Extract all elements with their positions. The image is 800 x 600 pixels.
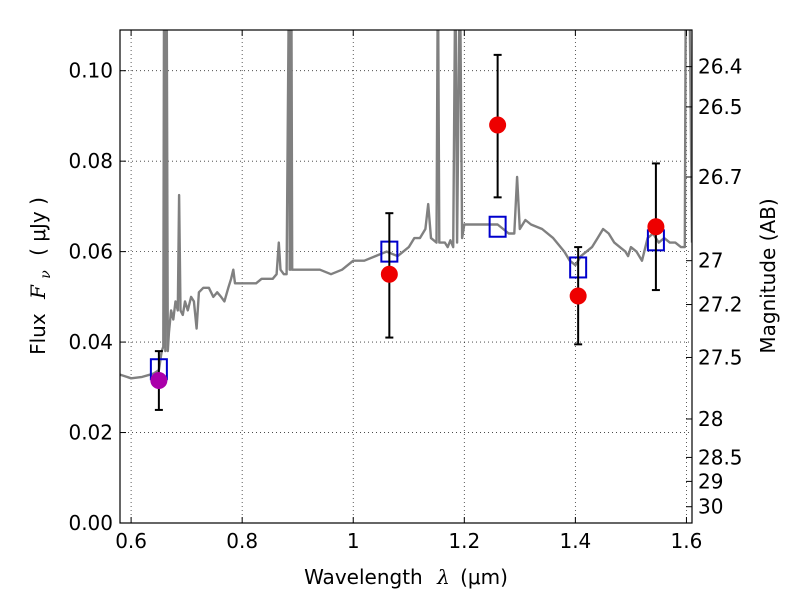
grid <box>120 30 692 524</box>
magnitude-tick-label: 28.5 <box>698 445 743 469</box>
y-axis-title-prefix: Flux <box>26 313 50 355</box>
x-tick-label: 0.6 <box>115 529 147 553</box>
model-photometry-square <box>488 215 507 238</box>
y-tick-label: 0.00 <box>68 511 113 535</box>
y-tick-label: 0.02 <box>68 421 113 445</box>
magnitude-tick-label: 26.5 <box>698 95 743 119</box>
magnitude-tick-label: 27 <box>698 249 723 273</box>
data-area <box>120 30 692 411</box>
magnitude-tick-label: 28 <box>698 407 723 431</box>
observed-photometry-point <box>569 287 587 305</box>
y-tick-label: 0.04 <box>68 330 113 354</box>
y-axis-title-symbol: F <box>26 284 50 300</box>
magnitude-tick-label: 30 <box>698 495 723 519</box>
x-tick-label: 1.4 <box>559 529 591 553</box>
y2-axis-title: Magnitude (AB) <box>756 198 780 353</box>
observed-photometry-point <box>150 372 168 390</box>
magnitude-tick-label: 26.4 <box>698 55 743 79</box>
y-tick-label: 0.08 <box>68 149 113 173</box>
y-axis-title: Flux F ν ( μJy ) <box>26 197 55 355</box>
observed-photometry-point <box>647 218 665 236</box>
x-axis-title: Wavelength λ (μm) <box>304 565 508 589</box>
x-tick-label: 1.6 <box>671 529 703 553</box>
x-axis-title-prefix: Wavelength <box>304 565 423 589</box>
y-tick-label: 0.06 <box>68 240 113 264</box>
plot-frame <box>119 29 693 524</box>
x-axis-title-symbol: λ <box>436 565 450 589</box>
magnitude-tick-label: 27.2 <box>698 293 743 317</box>
x-tick-label: 1.2 <box>448 529 480 553</box>
magnitude-tick-label: 29 <box>698 469 723 493</box>
x-tick-label: 0.8 <box>226 529 258 553</box>
y-tick-label: 0.10 <box>68 59 113 83</box>
y-axis-title-subscript: ν <box>38 270 54 279</box>
sed-model-line <box>120 30 692 380</box>
x-axis-title-unit: (μm) <box>460 565 508 589</box>
magnitude-tick-label: 26.7 <box>698 165 743 189</box>
axes: 0.6 0.8 1 1.2 1.4 1.6 0.00 0.02 0.04 0.06 0.08 0.10… <box>68 30 743 553</box>
observed-photometry-point <box>380 265 398 283</box>
observed-photometry-point <box>489 116 507 134</box>
magnitude-tick-label: 27.5 <box>698 345 743 369</box>
y-axis-title-unit: ( μJy ) <box>26 197 50 256</box>
x-tick-label: 1 <box>347 529 360 553</box>
